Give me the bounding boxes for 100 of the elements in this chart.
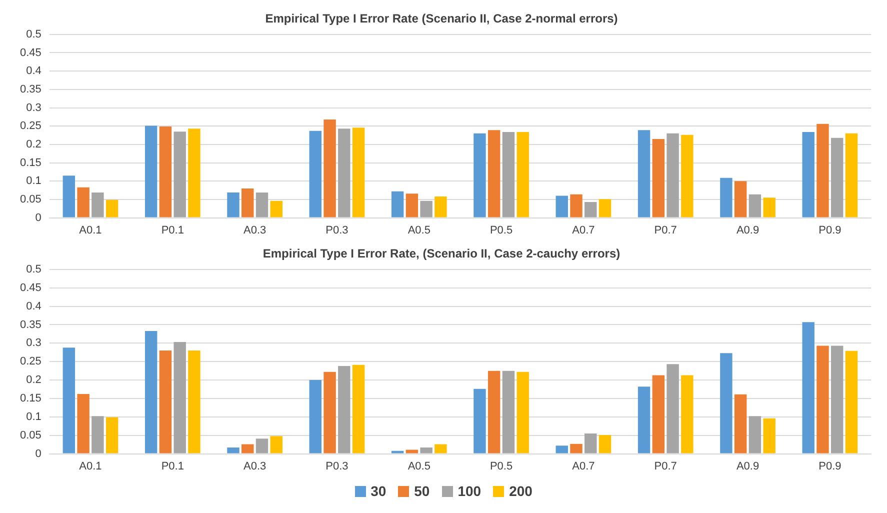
bar [420, 200, 432, 218]
bar [598, 434, 612, 454]
bar [92, 192, 104, 218]
bar [556, 196, 568, 218]
y-tick-label: 0 [35, 212, 42, 224]
bar [434, 444, 447, 454]
bar [734, 394, 747, 454]
x-tick-label: P0.3 [326, 460, 348, 472]
bar [584, 434, 597, 454]
bar [720, 353, 732, 454]
bar [352, 364, 365, 454]
bar [516, 132, 529, 218]
y-tick-label: 0.3 [26, 337, 42, 350]
y-tick-label: 0.35 [20, 83, 42, 96]
bar [652, 138, 665, 218]
bar [324, 120, 336, 218]
bar [734, 181, 747, 218]
bar [159, 350, 172, 454]
x-tick-label: A0.1 [79, 460, 102, 472]
bar [174, 342, 186, 454]
y-tick-label: 0.05 [20, 429, 42, 442]
bar [227, 192, 240, 218]
bar [391, 191, 404, 218]
y-tick-label: 0 [35, 448, 42, 460]
bar [802, 322, 814, 454]
bar [652, 375, 665, 454]
bar [831, 138, 844, 218]
y-tick-label: 0.1 [26, 410, 42, 423]
bar [516, 372, 529, 454]
bar [188, 350, 200, 454]
bar [406, 194, 418, 218]
bar [570, 444, 582, 454]
bar [638, 130, 650, 218]
bar [720, 178, 732, 218]
y-tick-label: 0.25 [20, 120, 42, 132]
bar [598, 199, 612, 218]
bar [816, 124, 829, 218]
bar [352, 128, 365, 218]
x-tick-label: A0.7 [572, 460, 595, 472]
y-tick-label: 0.25 [20, 356, 42, 368]
x-tick-label: P0.5 [490, 460, 513, 472]
bar [681, 375, 694, 454]
bar [62, 348, 76, 454]
y-tick-label: 0.5 [26, 28, 42, 40]
y-tick-label: 0.05 [20, 193, 42, 206]
bar [106, 417, 118, 454]
bar [174, 132, 186, 218]
bar [502, 370, 515, 454]
bar [845, 350, 858, 454]
bar [845, 133, 858, 218]
bar [748, 416, 762, 454]
bar [391, 450, 404, 454]
x-tick-label: A0.3 [243, 224, 266, 236]
bar [666, 133, 679, 218]
legend-label: 100 [458, 483, 482, 499]
bar [763, 198, 776, 218]
legend-label: 30 [370, 483, 386, 499]
bar [802, 132, 814, 218]
bar [666, 364, 679, 454]
bar [227, 448, 240, 454]
bar [556, 446, 568, 454]
bar [681, 134, 694, 218]
y-tick-label: 0.2 [26, 138, 42, 150]
bar [748, 194, 762, 218]
x-tick-label: P0.3 [326, 224, 348, 236]
bar [584, 202, 597, 218]
legend-label: 200 [509, 483, 532, 499]
bar [62, 176, 76, 218]
bar [474, 388, 486, 454]
bar [502, 132, 515, 218]
bar [77, 394, 90, 454]
bar [406, 450, 418, 454]
bar [338, 128, 350, 218]
legend-label: 50 [414, 483, 430, 499]
y-tick-label: 0.45 [20, 46, 42, 59]
x-tick-label: A0.9 [736, 460, 760, 472]
bar [188, 128, 200, 218]
bar [324, 372, 336, 454]
bar [816, 346, 829, 454]
bar [831, 346, 844, 454]
bar [270, 200, 282, 218]
bar [242, 444, 254, 454]
bar [420, 448, 432, 454]
bar [77, 187, 90, 218]
chart-title: Empirical Type I Error Rate (Scenario II, Case 2-normal errors) [265, 12, 618, 26]
y-tick-label: 0.2 [26, 374, 42, 386]
bar [106, 200, 118, 218]
bar [434, 196, 447, 218]
bar [270, 436, 282, 454]
y-tick-label: 0.3 [26, 102, 42, 114]
bar [256, 192, 268, 218]
x-tick-label: A0.3 [243, 460, 266, 472]
y-tick-label: 0.45 [20, 282, 42, 294]
bar [488, 370, 500, 454]
x-tick-label: P0.9 [818, 224, 842, 236]
x-tick-label: A0.9 [736, 224, 760, 236]
y-tick-label: 0.4 [26, 300, 42, 312]
bar [338, 366, 350, 454]
x-tick-label: A0.5 [408, 460, 430, 472]
chart-title: Empirical Type I Error Rate, (Scenario II, Case 2-cauchy errors) [262, 246, 620, 261]
